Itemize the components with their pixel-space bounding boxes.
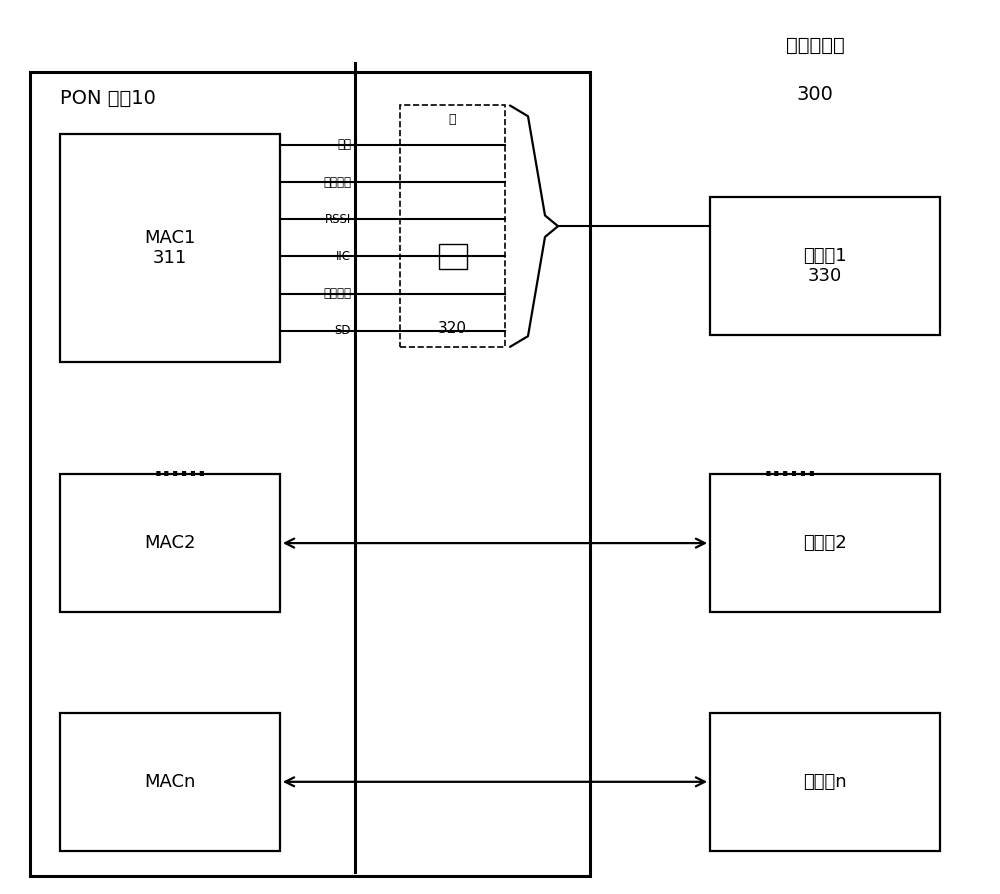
Text: 光模块2: 光模块2 [803,534,847,552]
Text: 光通信设备: 光通信设备 [786,36,844,55]
Text: ......: ...... [153,458,207,481]
Text: 光模块1
330: 光模块1 330 [803,247,847,285]
Text: IIC: IIC [336,250,351,263]
Text: PON 芯片10: PON 芯片10 [60,89,156,108]
Text: MAC2: MAC2 [144,534,196,552]
Text: RSSI: RSSI [325,213,351,225]
Text: 320: 320 [438,321,467,336]
Text: MAC1
311: MAC1 311 [144,229,196,267]
FancyArrowPatch shape [285,778,705,786]
Text: 端: 端 [449,113,456,126]
Bar [710,474,940,612]
Text: ......: ...... [763,458,817,481]
Text: 复位: 复位 [337,139,351,151]
Bar [710,713,940,851]
Bar [60,474,280,612]
Bar [60,134,280,362]
Text: 光模块n: 光模块n [803,772,847,791]
FancyArrowPatch shape [285,539,705,547]
Bar [400,105,505,347]
Text: 速度控制: 速度控制 [323,175,351,189]
Bar [710,197,940,335]
Text: SD: SD [334,325,351,337]
Bar [438,244,466,269]
Bar [60,713,280,851]
Text: 数据收发: 数据收发 [323,287,351,300]
Bar [30,72,590,876]
Text: MACn: MACn [144,772,196,791]
Text: 300: 300 [797,85,833,104]
